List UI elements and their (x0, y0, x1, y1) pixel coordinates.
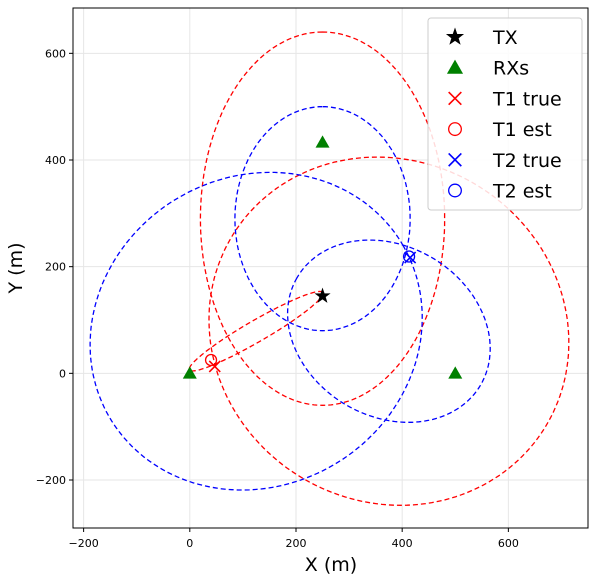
marker-t2-est (402, 250, 416, 263)
x-tick-label: 0 (186, 537, 193, 550)
ellipse-layer (89, 31, 570, 506)
ellipse-t2 (234, 106, 411, 332)
legend-marker-stroke (448, 91, 462, 106)
legend-label: T2 true (492, 150, 562, 172)
y-tick-label: 200 (45, 261, 66, 274)
x-tick-label: 400 (392, 537, 413, 550)
legend: TX RXs T1 true T1 est T2 true T2 est (427, 17, 583, 211)
y-tick-label: 0 (59, 367, 66, 380)
x-tick-label: 600 (498, 537, 519, 550)
marker-rxs (448, 366, 463, 379)
y-tick-label: −200 (36, 474, 66, 487)
y-axis-label: Y (m) (5, 243, 27, 295)
y-tick-label: 600 (45, 47, 66, 60)
ellipse-t2 (286, 239, 491, 423)
ticks: −200 0 200 400 600 −200 0 200 400 600 (36, 47, 519, 550)
legend-label: RXs (493, 58, 529, 80)
x-axis-label: X (m) (305, 554, 357, 576)
legend-label: T1 est (492, 119, 552, 141)
ellipse-t1 (188, 290, 324, 372)
legend-marker (448, 152, 462, 167)
legend-label: T2 est (492, 181, 552, 203)
marker-t1-true (208, 360, 221, 373)
legend-marker (448, 183, 462, 198)
legend-label: T1 true (492, 88, 562, 110)
legend-marker (448, 91, 462, 106)
x-tick-label: −200 (69, 537, 99, 550)
legend-marker-stroke (448, 152, 462, 167)
marker-tx (314, 287, 331, 303)
marker-t1-est (204, 353, 218, 367)
marker-rxs (315, 135, 330, 148)
legend-marker (448, 122, 462, 137)
x-tick-label: 200 (285, 537, 306, 550)
marker-t1-true-stroke (208, 360, 221, 373)
legend-marker (445, 27, 465, 45)
legend-label: TX (492, 27, 518, 49)
y-tick-label: 400 (45, 154, 66, 167)
marker-rxs (182, 366, 197, 379)
legend-box (427, 17, 583, 211)
ellipse-t1 (199, 31, 446, 406)
legend-marker (446, 59, 464, 74)
plot-frame (72, 7, 589, 529)
marker-layer (182, 135, 463, 379)
ellipse-t1 (208, 156, 570, 506)
